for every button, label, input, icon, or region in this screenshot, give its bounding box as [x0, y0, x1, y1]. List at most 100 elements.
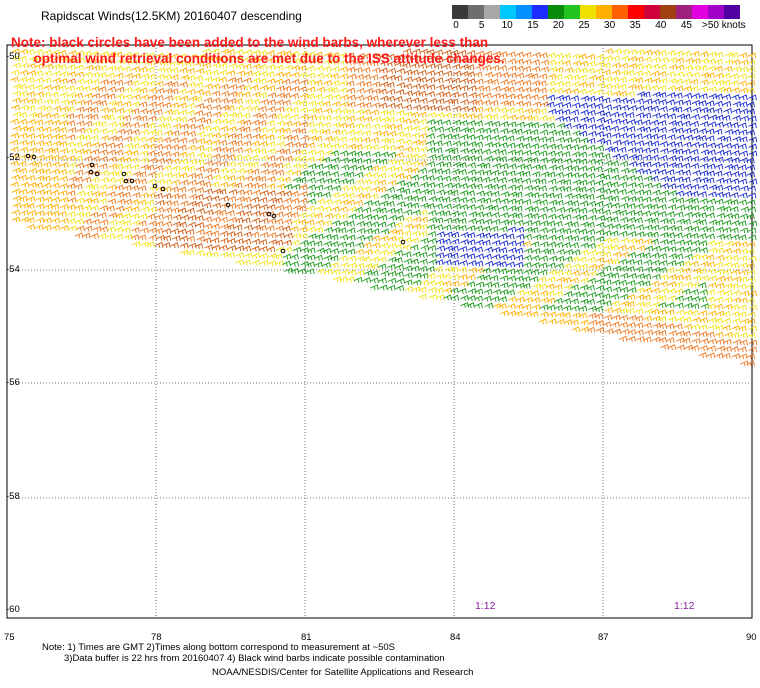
- wind-barb: [98, 191, 107, 198]
- wind-barb: [25, 83, 35, 90]
- wind-barb: [148, 227, 157, 234]
- wind-barb: [353, 157, 363, 164]
- wind-barb: [524, 72, 534, 79]
- wind-barb: [122, 100, 132, 107]
- wind-barb: [618, 335, 628, 342]
- wind-barb: [107, 149, 117, 156]
- wind-barb: [547, 80, 556, 87]
- wind-barb: [220, 195, 229, 202]
- wind-barb: [634, 175, 643, 182]
- wind-barb: [555, 213, 565, 220]
- wind-barb: [539, 255, 549, 262]
- wind-barb: [706, 296, 716, 303]
- wind-barb: [708, 51, 717, 58]
- wind-barb: [659, 224, 669, 231]
- wind-barb: [498, 156, 508, 163]
- wind-barb: [554, 297, 563, 304]
- wind-barb: [236, 189, 245, 196]
- wind-barb: [282, 148, 291, 155]
- wind-barb: [659, 161, 669, 168]
- wind-barb: [434, 175, 443, 182]
- wind-barb: [233, 112, 243, 119]
- wind-barb: [306, 72, 316, 79]
- wind-barb: [538, 136, 548, 143]
- wind-barb: [716, 275, 726, 282]
- wind-barb: [116, 156, 126, 163]
- wind-barb: [170, 207, 180, 214]
- wind-barb: [202, 202, 212, 209]
- wind-barb: [644, 224, 653, 231]
- wind-barb: [426, 90, 436, 97]
- wind-barb: [330, 248, 339, 255]
- wind-barb: [715, 282, 725, 289]
- wind-barb: [698, 296, 708, 303]
- wind-barb: [418, 132, 428, 139]
- wind-barb: [163, 221, 173, 228]
- wind-barb: [628, 160, 638, 167]
- wind-barb: [66, 64, 76, 71]
- wind-barb: [674, 323, 683, 330]
- wind-barb: [19, 69, 29, 76]
- wind-barb: [186, 109, 196, 116]
- wind-barb: [436, 189, 446, 196]
- wind-barb: [410, 202, 420, 209]
- wind-barb: [330, 136, 339, 143]
- wind-barb: [548, 108, 557, 115]
- wind-barb: [370, 179, 380, 186]
- wind-barb: [690, 162, 700, 169]
- wind-barb: [66, 169, 75, 176]
- wind-barb: [539, 311, 549, 318]
- wind-barb: [499, 226, 508, 233]
- wind-barb: [564, 200, 573, 207]
- wind-barb: [556, 318, 565, 325]
- wind-barb: [498, 233, 508, 240]
- wind-barb: [748, 339, 758, 346]
- wind-barb: [35, 63, 44, 70]
- wind-barb: [523, 310, 532, 317]
- wind-barb: [155, 52, 165, 59]
- wind-barb: [570, 200, 580, 207]
- wind-barb: [170, 144, 180, 151]
- wind-barb: [348, 136, 357, 143]
- wind-barb: [283, 120, 293, 127]
- wind-barb: [572, 67, 581, 74]
- wind-barb: [306, 170, 316, 177]
- wind-barb: [89, 197, 99, 204]
- wind-barb: [619, 174, 629, 181]
- wind-barb: [489, 113, 499, 120]
- wind-barb: [369, 60, 379, 67]
- wind-barb: [507, 149, 517, 156]
- wind-barb: [20, 97, 29, 104]
- wind-barb: [619, 62, 629, 69]
- wind-barb: [652, 315, 661, 322]
- wind-barb: [747, 227, 757, 234]
- wind-barb: [595, 243, 604, 250]
- wind-barb: [418, 230, 428, 237]
- wind-barb: [435, 280, 445, 287]
- wind-barb: [371, 81, 381, 88]
- wind-barb: [99, 156, 109, 163]
- wind-barb: [426, 76, 436, 83]
- wind-barb: [12, 90, 22, 97]
- wind-barb: [108, 163, 118, 170]
- wind-barb: [282, 92, 291, 99]
- wind-barb: [42, 161, 52, 168]
- wind-barb: [354, 199, 364, 206]
- wind-barb: [410, 167, 420, 174]
- wind-barb: [116, 128, 126, 135]
- wind-barb: [452, 105, 462, 112]
- wind-barb: [380, 193, 390, 200]
- wind-barb: [676, 316, 686, 323]
- wind-barb: [364, 270, 373, 277]
- wind-barb: [83, 225, 93, 232]
- wind-barb: [331, 129, 341, 136]
- wind-barb: [155, 87, 165, 94]
- wind-barb: [564, 165, 573, 172]
- wind-barb: [18, 76, 28, 83]
- wind-barb: [337, 227, 347, 234]
- wind-barb: [227, 167, 236, 174]
- wind-barb: [748, 346, 758, 353]
- wind-barb: [434, 49, 444, 56]
- wind-barb: [283, 218, 293, 225]
- wind-barb: [531, 262, 541, 269]
